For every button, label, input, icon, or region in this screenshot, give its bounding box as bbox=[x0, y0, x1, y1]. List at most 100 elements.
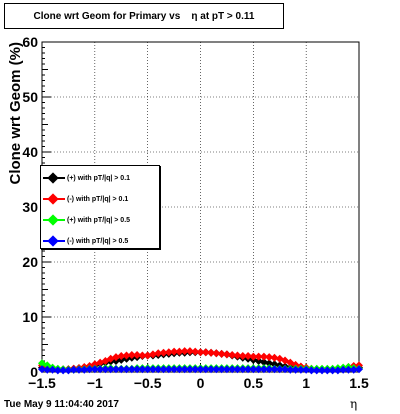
legend-marker-blue bbox=[41, 232, 67, 250]
data-point bbox=[323, 366, 332, 375]
series-3 bbox=[38, 365, 363, 375]
data-point bbox=[201, 365, 210, 374]
data-point bbox=[281, 365, 290, 374]
data-point bbox=[143, 365, 152, 374]
data-point bbox=[286, 365, 295, 374]
data-point bbox=[106, 365, 115, 374]
y-tick-label: 40 bbox=[22, 144, 38, 160]
y-axis-title: Clone wrt Geom (%) bbox=[7, 42, 24, 185]
data-point bbox=[196, 365, 205, 374]
data-point bbox=[265, 365, 274, 374]
data-point bbox=[254, 352, 263, 361]
data-point bbox=[175, 347, 184, 356]
tick-labels: −1.5 −1 −0.5 0 0.5 1 1.5 0 10 20 30 40 50 60 bbox=[22, 34, 369, 391]
data-series bbox=[38, 347, 363, 375]
data-point bbox=[111, 353, 120, 362]
data-point bbox=[122, 365, 131, 374]
legend-label: (+) with pT/|q| > 0.1 bbox=[67, 174, 131, 182]
data-point bbox=[69, 365, 78, 374]
legend: (+) with pT/|q| > 0.1 (-) with pT/|q| > … bbox=[40, 165, 160, 249]
data-point bbox=[196, 348, 205, 357]
legend-item-minus-05: (-) with pT/|q| > 0.5 bbox=[41, 232, 159, 250]
data-point bbox=[111, 365, 120, 374]
data-point bbox=[127, 365, 136, 374]
data-point bbox=[207, 348, 216, 357]
data-point bbox=[180, 347, 189, 356]
data-point bbox=[96, 365, 105, 374]
data-point bbox=[164, 348, 173, 357]
data-point bbox=[344, 365, 353, 374]
data-point bbox=[164, 365, 173, 374]
data-point bbox=[53, 366, 62, 375]
data-point bbox=[233, 351, 242, 360]
data-point bbox=[191, 347, 200, 356]
x-axis-title: η bbox=[350, 397, 358, 411]
data-point bbox=[85, 365, 94, 374]
data-point bbox=[355, 365, 363, 374]
data-point bbox=[212, 365, 221, 374]
x-tick-label: −1.5 bbox=[28, 375, 56, 391]
data-point bbox=[127, 350, 136, 359]
data-point bbox=[170, 365, 179, 374]
data-point bbox=[238, 365, 247, 374]
data-point bbox=[259, 365, 268, 374]
data-point bbox=[349, 365, 358, 374]
data-point bbox=[154, 349, 163, 358]
data-point bbox=[307, 366, 316, 375]
x-tick-label: −0.5 bbox=[134, 375, 162, 391]
data-point bbox=[138, 351, 147, 360]
legend-label: (-) with pT/|q| > 0.1 bbox=[67, 195, 129, 203]
legend-item-minus-01: (-) with pT/|q| > 0.1 bbox=[41, 190, 159, 208]
data-point bbox=[185, 365, 194, 374]
data-point bbox=[74, 365, 83, 374]
data-point bbox=[259, 352, 268, 361]
data-point bbox=[117, 365, 126, 374]
x-tick-label: −1 bbox=[87, 375, 103, 391]
data-point bbox=[302, 365, 311, 374]
data-point bbox=[180, 365, 189, 374]
data-point bbox=[122, 351, 131, 360]
x-tick-label: 1 bbox=[302, 375, 310, 391]
data-point bbox=[133, 350, 142, 359]
data-point bbox=[328, 366, 337, 375]
x-tick-label: 0 bbox=[197, 375, 205, 391]
data-point bbox=[312, 366, 321, 375]
y-tick-label: 50 bbox=[22, 89, 38, 105]
legend-label: (+) with pT/|q| > 0.5 bbox=[67, 216, 131, 224]
legend-marker-red bbox=[41, 190, 67, 208]
data-point bbox=[43, 365, 52, 374]
y-tick-label: 0 bbox=[30, 364, 38, 380]
legend-marker-green bbox=[41, 211, 67, 229]
data-point bbox=[148, 365, 157, 374]
data-point bbox=[90, 365, 99, 374]
data-point bbox=[101, 365, 110, 374]
data-point bbox=[222, 350, 231, 359]
legend-label: (-) with pT/|q| > 0.5 bbox=[67, 237, 129, 245]
data-point bbox=[48, 365, 57, 374]
x-tick-label: 0.5 bbox=[244, 375, 264, 391]
data-point bbox=[244, 352, 253, 361]
data-point bbox=[222, 365, 231, 374]
data-point bbox=[217, 365, 226, 374]
data-point bbox=[318, 366, 327, 375]
data-point bbox=[80, 365, 89, 374]
data-point bbox=[159, 348, 168, 357]
data-point bbox=[185, 347, 194, 356]
data-point bbox=[217, 349, 226, 358]
data-point bbox=[275, 365, 284, 374]
data-point bbox=[270, 353, 279, 362]
data-point bbox=[170, 347, 179, 356]
data-point bbox=[201, 348, 210, 357]
data-point bbox=[270, 360, 279, 369]
data-point bbox=[254, 357, 263, 365]
data-point bbox=[228, 350, 237, 359]
data-point bbox=[143, 351, 152, 360]
data-point bbox=[148, 350, 157, 359]
y-tick-label: 20 bbox=[22, 254, 38, 270]
datestamp: Tue May 9 11:04:40 2017 bbox=[4, 399, 119, 410]
data-point bbox=[212, 349, 221, 358]
data-point bbox=[138, 365, 147, 374]
legend-marker-black bbox=[41, 169, 67, 187]
data-point bbox=[191, 365, 200, 374]
data-point bbox=[59, 366, 68, 375]
